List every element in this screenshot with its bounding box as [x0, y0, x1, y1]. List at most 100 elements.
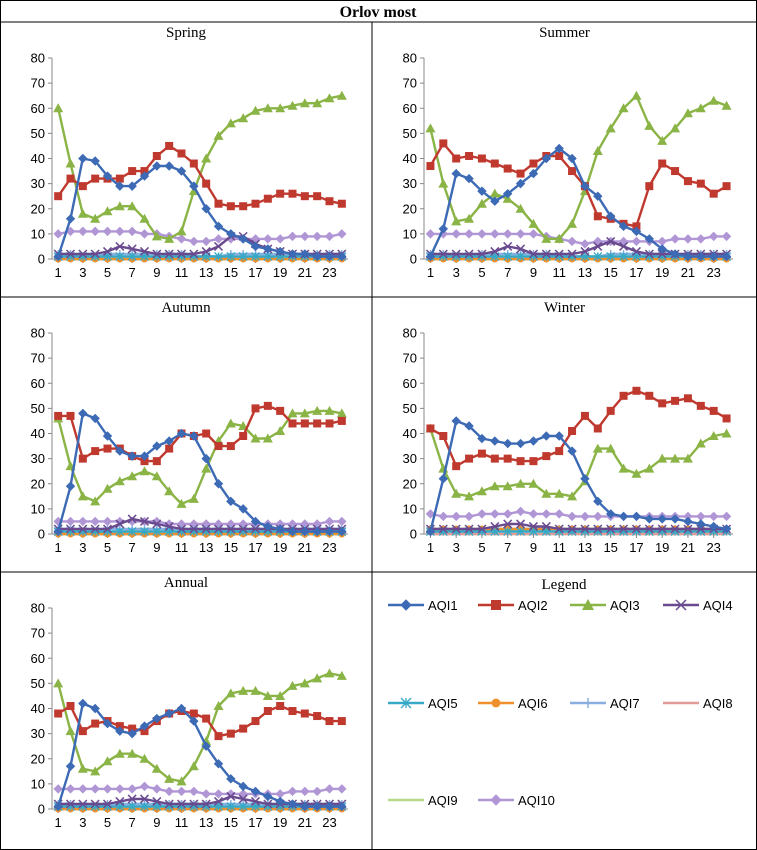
data-point: [541, 431, 552, 441]
data-point: [90, 156, 100, 166]
data-point: [276, 189, 285, 198]
data-point: [164, 233, 175, 243]
data-point: [102, 431, 113, 441]
x-tick-label: 3: [79, 815, 86, 830]
data-point: [238, 504, 248, 514]
data-point: [238, 113, 249, 123]
data-point: [657, 514, 667, 524]
data-point: [176, 703, 187, 714]
data-point: [593, 252, 603, 261]
data-point: [140, 527, 149, 536]
y-tick-label: 50: [31, 676, 45, 691]
data-point: [276, 406, 285, 415]
data-point: [605, 443, 616, 453]
data-point: [696, 234, 706, 244]
data-point: [66, 174, 75, 183]
data-point: [464, 213, 475, 223]
x-tick-label: 19: [655, 540, 669, 555]
data-point: [152, 441, 162, 451]
data-point: [114, 201, 125, 211]
data-point: [139, 516, 150, 526]
data-point: [90, 784, 100, 794]
x-tick-label: 3: [79, 265, 86, 280]
data-point: [619, 241, 629, 251]
data-point: [324, 93, 335, 103]
data-point: [152, 796, 162, 806]
series-aqi4: [425, 519, 732, 534]
x-tick-label: 1: [427, 540, 434, 555]
legend-item-aqi4: AQI4: [663, 598, 733, 613]
data-point: [225, 418, 236, 428]
data-point: [127, 802, 137, 811]
data-point: [214, 732, 223, 741]
data-point: [152, 527, 162, 536]
data-point: [102, 246, 113, 256]
data-point: [139, 781, 150, 792]
legend-marker: [583, 698, 593, 708]
data-point: [644, 249, 654, 259]
data-point: [337, 717, 346, 726]
data-point: [438, 524, 448, 534]
y-tick-label: 70: [403, 76, 417, 91]
data-point: [657, 135, 668, 145]
data-point: [580, 181, 590, 191]
data-point: [541, 509, 552, 519]
data-point: [313, 712, 322, 721]
data-point: [201, 799, 211, 809]
y-tick-label: 0: [410, 252, 417, 267]
data-point: [201, 236, 211, 247]
data-point: [438, 474, 449, 484]
legend-marker: [582, 599, 594, 610]
x-tick-label: 3: [453, 540, 460, 555]
data-point: [127, 201, 138, 211]
data-point: [213, 759, 224, 769]
data-point: [605, 211, 616, 221]
x-tick-label: 11: [175, 540, 189, 555]
data-point: [115, 446, 125, 456]
data-point: [275, 690, 286, 700]
legend-label: AQI4: [703, 598, 733, 613]
x-tick-label: 9: [153, 815, 160, 830]
y-tick-label: 20: [31, 476, 45, 491]
data-point: [618, 463, 629, 473]
data-point: [140, 167, 149, 176]
data-point: [53, 229, 63, 239]
data-point: [593, 241, 603, 251]
data-point: [127, 794, 137, 804]
x-tick-label: 13: [578, 540, 592, 555]
data-point: [337, 251, 347, 262]
data-point: [152, 519, 162, 529]
x-tick-label: 9: [530, 265, 537, 280]
data-point: [189, 709, 198, 718]
data-point: [670, 123, 681, 133]
data-point: [708, 431, 719, 441]
x-tick-label: 7: [129, 815, 136, 830]
x-tick-label: 21: [681, 540, 695, 555]
series-aqi1: [425, 143, 732, 262]
data-point: [189, 716, 199, 726]
x-tick-label: 19: [655, 265, 669, 280]
data-point: [464, 421, 474, 431]
data-point: [213, 130, 224, 140]
data-point: [670, 234, 680, 244]
data-point: [139, 451, 150, 461]
data-point: [580, 239, 590, 249]
legend-item-aqi7: AQI7: [570, 696, 640, 711]
data-point: [425, 123, 436, 133]
data-point: [671, 167, 680, 176]
data-point: [683, 394, 692, 403]
legend-label: AQI5: [428, 696, 458, 711]
data-point: [164, 249, 174, 259]
x-tick-label: 9: [153, 265, 160, 280]
legend-label: AQI1: [428, 598, 458, 613]
y-tick-label: 0: [38, 252, 45, 267]
data-point: [250, 786, 261, 797]
data-point: [91, 719, 100, 728]
data-point: [502, 509, 513, 519]
x-tick-label: 1: [55, 265, 62, 280]
data-point: [251, 199, 260, 208]
data-point: [127, 252, 137, 261]
